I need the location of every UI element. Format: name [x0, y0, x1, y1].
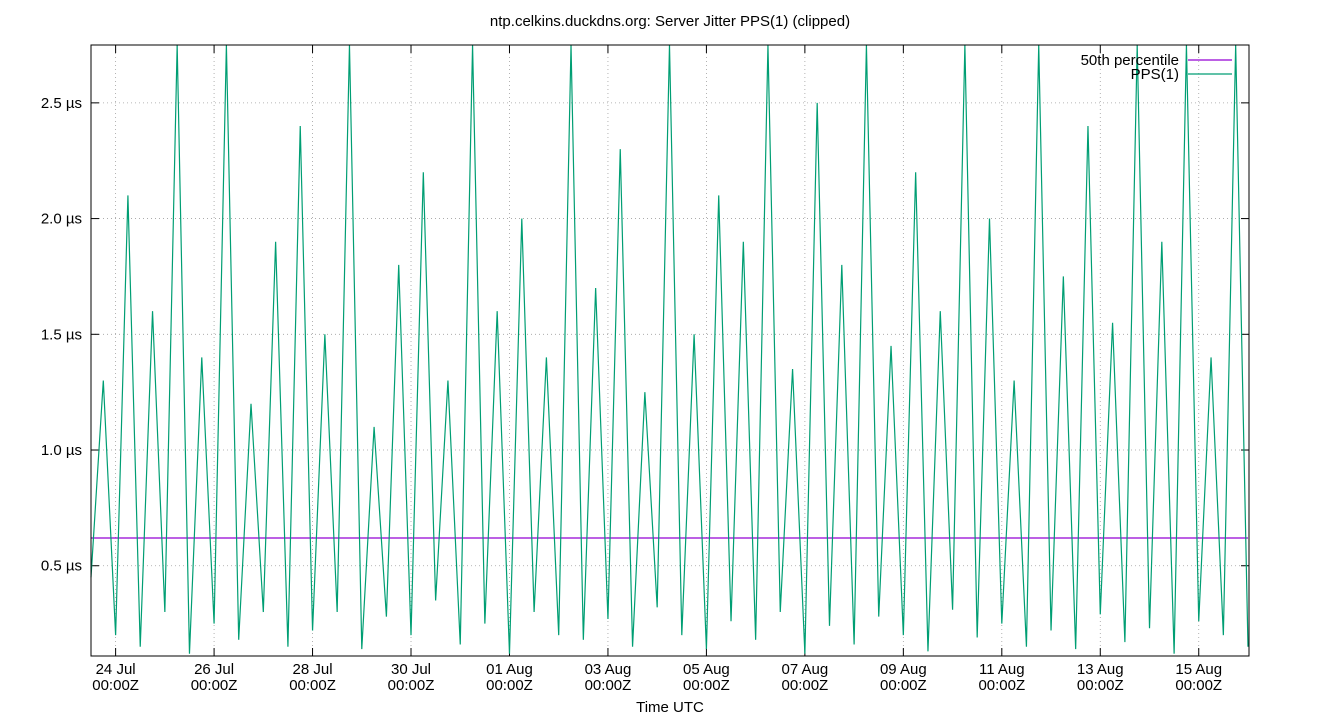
y-tick-label: 2.0 µs: [41, 211, 82, 228]
chart-title: ntp.celkins.duckdns.org: Server Jitter P…: [490, 13, 850, 30]
x-axis-label: Time UTC: [636, 699, 704, 716]
x-tick-label: 01 Aug 00:00Z: [486, 661, 533, 694]
y-tick-label: 1.0 µs: [41, 442, 82, 459]
x-tick-label: 05 Aug 00:00Z: [683, 661, 730, 694]
series-line: [90, 44, 1249, 654]
x-tick-label: 13 Aug 00:00Z: [1077, 661, 1124, 694]
y-tick-label: 2.5 µs: [41, 95, 82, 112]
x-tick-label: 26 Jul 00:00Z: [191, 661, 238, 694]
x-tick-label: 09 Aug 00:00Z: [880, 661, 927, 694]
x-tick-label: 28 Jul 00:00Z: [289, 661, 336, 694]
legend-label: 50th percentile: [1081, 52, 1179, 69]
x-tick-label: 15 Aug 00:00Z: [1175, 661, 1222, 694]
plot-border: [90, 44, 1250, 657]
x-tick-label: 24 Jul 00:00Z: [92, 661, 139, 694]
y-tick-label: 0.5 µs: [41, 558, 82, 575]
legend-label: PPS(1): [1131, 66, 1179, 83]
x-tick-label: 03 Aug 00:00Z: [585, 661, 632, 694]
x-tick-label: 07 Aug 00:00Z: [782, 661, 829, 694]
y-tick-label: 1.5 µs: [41, 326, 82, 343]
x-tick-label: 30 Jul 00:00Z: [388, 661, 435, 694]
x-tick-label: 11 Aug 00:00Z: [978, 661, 1025, 694]
